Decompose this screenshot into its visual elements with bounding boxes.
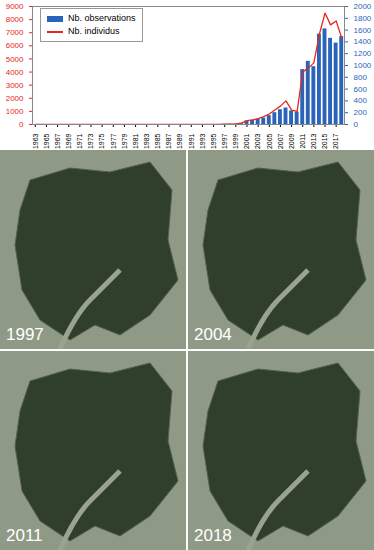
svg-text:400: 400	[354, 96, 368, 105]
svg-text:1989: 1989	[176, 133, 183, 149]
svg-text:2007: 2007	[277, 133, 284, 149]
svg-text:2004: 2004	[194, 325, 232, 344]
svg-text:600: 600	[354, 85, 368, 94]
svg-text:1999: 1999	[232, 133, 239, 149]
svg-text:1983: 1983	[143, 133, 150, 149]
svg-text:1600: 1600	[354, 26, 372, 35]
svg-text:1200: 1200	[354, 49, 372, 58]
svg-text:1981: 1981	[132, 133, 139, 149]
svg-text:1000: 1000	[6, 107, 24, 116]
svg-text:0: 0	[354, 120, 359, 129]
svg-text:2009: 2009	[288, 133, 295, 149]
svg-text:2011: 2011	[6, 526, 43, 545]
svg-text:2013: 2013	[310, 133, 317, 149]
svg-text:5000: 5000	[6, 55, 24, 64]
svg-text:2000: 2000	[6, 94, 24, 103]
svg-text:1969: 1969	[65, 133, 72, 149]
svg-text:4000: 4000	[6, 68, 24, 77]
svg-text:2003: 2003	[254, 133, 261, 149]
svg-text:0: 0	[19, 120, 24, 129]
svg-text:1800: 1800	[354, 14, 372, 23]
svg-text:1973: 1973	[87, 133, 94, 149]
svg-text:1991: 1991	[188, 133, 195, 149]
svg-text:1993: 1993	[199, 133, 206, 149]
svg-text:1000: 1000	[354, 61, 372, 70]
svg-text:2015: 2015	[321, 133, 328, 149]
svg-text:1995: 1995	[210, 133, 217, 149]
svg-text:2005: 2005	[266, 133, 273, 149]
svg-text:1400: 1400	[354, 37, 372, 46]
svg-text:1997: 1997	[6, 325, 44, 344]
svg-text:6000: 6000	[6, 41, 24, 50]
svg-text:200: 200	[354, 108, 368, 117]
svg-text:3000: 3000	[6, 81, 24, 90]
svg-text:1965: 1965	[43, 133, 50, 149]
svg-text:800: 800	[354, 73, 368, 82]
svg-text:1987: 1987	[165, 133, 172, 149]
svg-text:2017: 2017	[332, 133, 339, 149]
svg-text:8000: 8000	[6, 15, 24, 24]
svg-text:2000: 2000	[354, 2, 372, 11]
svg-text:1963: 1963	[32, 133, 39, 149]
svg-text:1977: 1977	[110, 133, 117, 149]
svg-text:1971: 1971	[76, 133, 83, 149]
svg-text:1997: 1997	[221, 133, 228, 149]
svg-text:1979: 1979	[121, 133, 128, 149]
svg-text:1985: 1985	[154, 133, 161, 149]
svg-text:1967: 1967	[54, 133, 61, 149]
html-text:Nb. observations: Nb. observations	[68, 13, 136, 23]
svg-text:7000: 7000	[6, 28, 24, 37]
svg-text:9000: 9000	[6, 2, 24, 11]
html-text:Nb. individus: Nb. individus	[68, 26, 120, 36]
svg-text:2018: 2018	[194, 526, 232, 545]
svg-text:2011: 2011	[299, 133, 306, 148]
svg-text:2001: 2001	[243, 133, 250, 149]
svg-text:1975: 1975	[98, 133, 105, 149]
